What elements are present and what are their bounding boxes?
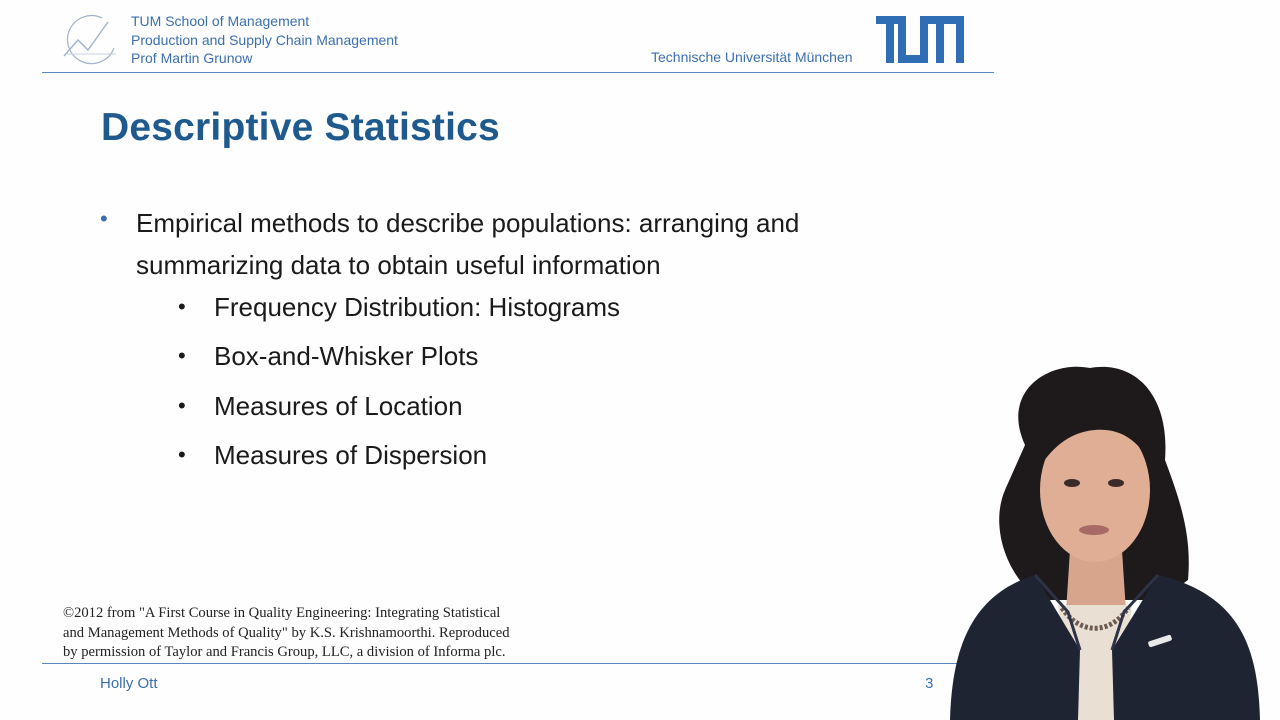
header-divider <box>42 72 994 73</box>
sub-bullet-text: Measures of Dispersion <box>214 439 488 470</box>
bullet-dot-icon: • <box>178 343 186 369</box>
chart-logo-icon <box>63 15 116 65</box>
tum-logo-icon <box>876 16 964 63</box>
footer-divider <box>42 663 994 664</box>
page-number: 3 <box>925 675 934 692</box>
copyright-citation: ©2012 from "A First Course in Quality En… <box>63 604 583 663</box>
sub-bullet-text: Box-and-Whisker Plots <box>214 341 479 372</box>
bullet-dot-icon: • <box>100 206 108 231</box>
bullet-dot-icon: • <box>178 294 186 319</box>
bullet-dot-icon: • <box>178 392 186 418</box>
slide-title: Descriptive Statistics <box>101 106 500 149</box>
org-line-school: TUM School of Management <box>131 13 310 29</box>
org-line-professor: Prof Martin Grunow <box>131 50 253 66</box>
citation-line: ©2012 from "A First Course in Quality En… <box>63 605 501 621</box>
presenter-name: Holly Ott <box>100 675 158 692</box>
citation-line: and Management Methods of Quality" by K.… <box>63 624 510 641</box>
university-name: Technische Universität München <box>651 49 853 65</box>
sub-bullet-text: Frequency Distribution: Histograms <box>214 292 621 322</box>
main-bullet-text: Empirical methods to describe population… <box>136 208 800 280</box>
speaker-photo <box>950 366 1260 720</box>
org-line-chair: Production and Supply Chain Management <box>131 31 398 48</box>
org-lines: TUM School of Management Production and … <box>131 12 398 68</box>
bullet-dot-icon: • <box>178 441 186 467</box>
citation-line: by permission of Taylor and Francis Grou… <box>63 644 506 660</box>
sub-bullet-text: Measures of Location <box>214 390 463 421</box>
